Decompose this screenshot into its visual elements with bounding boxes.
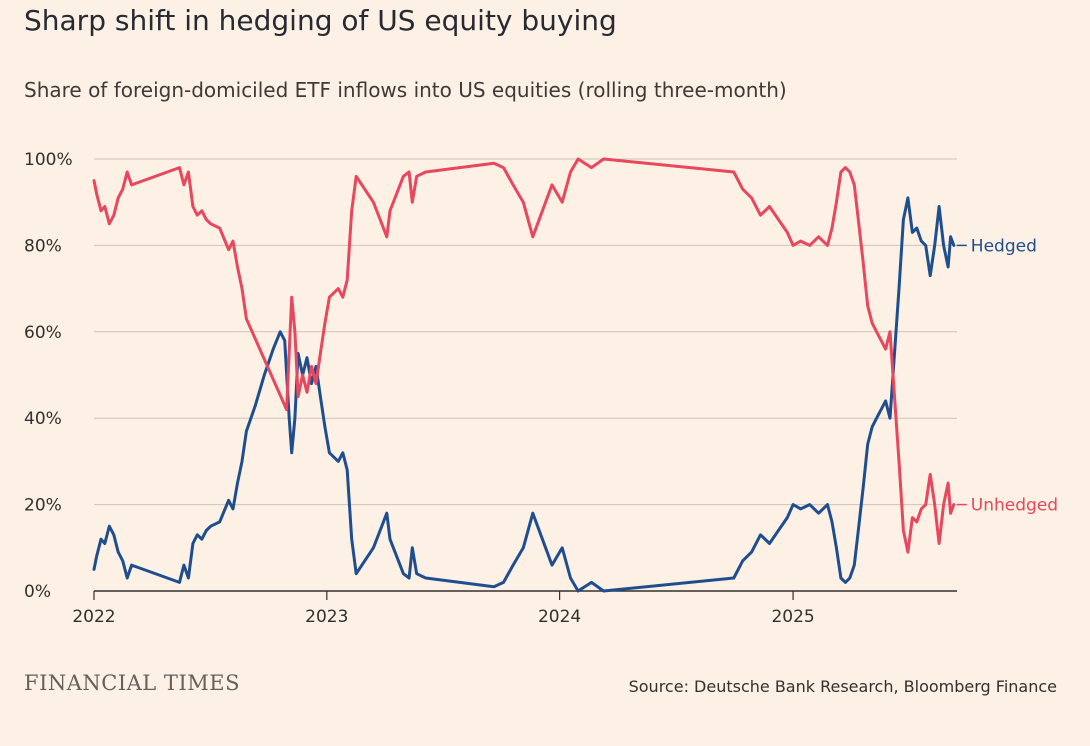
x-tick-label: 2022: [72, 607, 115, 627]
line-chart: 0% 20% 40% 60% 80% 100% 2022 2023 2024 2025 Hedged…: [24, 150, 1058, 627]
x-tick-label: 2023: [305, 607, 348, 627]
y-tick-label: 60%: [24, 323, 62, 343]
series-line-unhedged: [92, 157, 956, 554]
y-tick-label: 80%: [24, 236, 62, 256]
source-note: Source: Deutsche Bank Research, Bloomber…: [628, 677, 1057, 696]
series-label-unhedged: Unhedged: [971, 496, 1058, 516]
y-tick-label: 20%: [24, 496, 62, 516]
y-tick-label: 40%: [24, 409, 62, 429]
chart-subtitle: Share of foreign-domiciled ETF inflows i…: [24, 78, 787, 102]
x-tick-label: 2024: [538, 607, 581, 627]
chart-title: Sharp shift in hedging of US equity buyi…: [24, 4, 617, 37]
x-tick-label: 2025: [771, 607, 814, 627]
series-line-hedged: [92, 196, 956, 593]
series-label-hedged: Hedged: [971, 236, 1037, 256]
y-tick-label: 100%: [24, 150, 73, 170]
financial-times-logo: FINANCIAL TIMES: [24, 671, 240, 695]
y-tick-label: 0%: [24, 582, 51, 602]
